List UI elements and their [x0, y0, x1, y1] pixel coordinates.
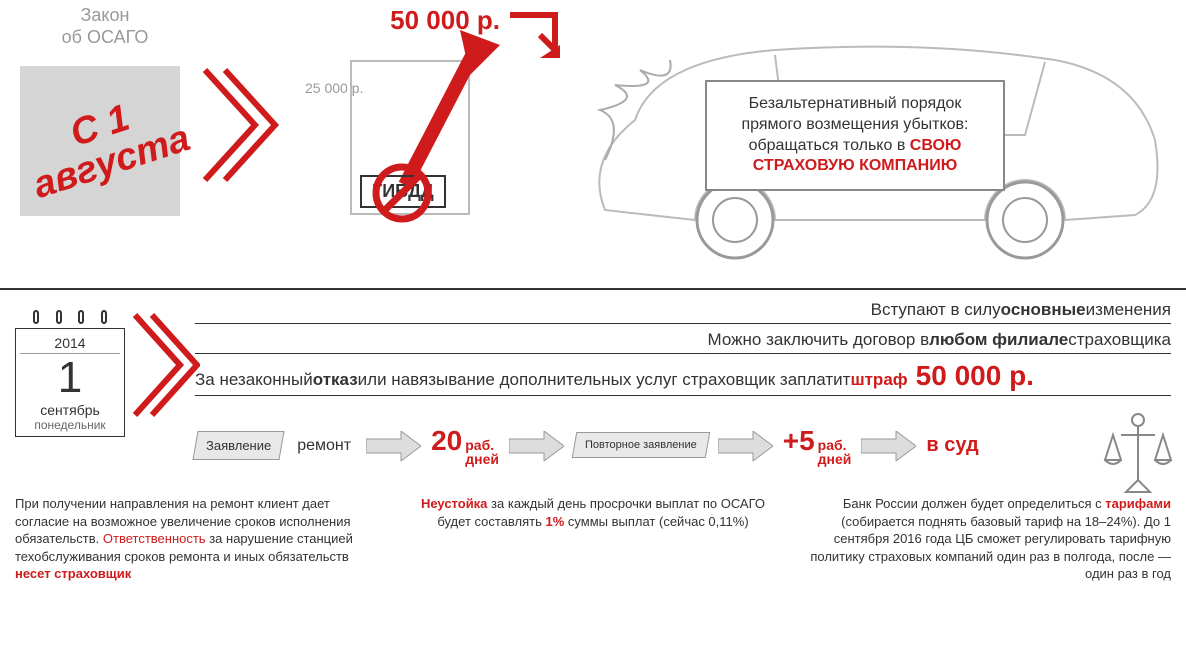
repair-label: ремонт: [292, 437, 356, 455]
bottom-section: 2014 1 сентябрь понедельник Вступают в с…: [0, 290, 1186, 310]
info-lines: Вступают в силу основные изменения Можно…: [195, 300, 1171, 402]
calendar-rings: [15, 310, 125, 328]
justice-icon: [1101, 410, 1176, 495]
days-20: 20 раб. дней: [431, 425, 499, 466]
l1-b: основные: [1001, 300, 1086, 320]
t2-c: 1%: [546, 514, 565, 529]
line-3: За незаконный отказ или навязывание допо…: [195, 360, 1171, 396]
l3-b: отказ: [313, 370, 358, 390]
line-2: Можно заключить договор в любом филиале …: [195, 330, 1171, 354]
days-rab: раб.: [465, 438, 499, 452]
btext-3: Банк России должен будет определиться с …: [806, 495, 1171, 583]
l1-a: Вступают в силу: [871, 300, 1001, 320]
btext-1: При получении направления на ремонт клие…: [15, 495, 380, 583]
l3-e: 50 000 р.: [916, 360, 1034, 392]
chevron-3: [130, 310, 200, 420]
to-court: в суд: [926, 434, 978, 457]
law-title: Закон об ОСАГО: [10, 5, 200, 48]
l2-a: Можно заключить договор в: [708, 330, 930, 350]
l3-c: или навязывание дополнительных услуг стр…: [358, 370, 851, 390]
calendar-weekday: понедельник: [20, 418, 120, 432]
flow-arrow-1: [366, 431, 421, 461]
t1-d: несет страховщик: [15, 566, 131, 581]
law-line1: Закон: [81, 5, 130, 25]
top-section: Закон об ОСАГО С 1 августа 50 000 р. 25 …: [0, 0, 1186, 290]
ring: [78, 310, 84, 324]
pad-application: Заявление: [192, 431, 284, 460]
bottom-texts: При получении направления на ремонт клие…: [15, 495, 1171, 583]
days-5: +5 раб. дней: [783, 425, 852, 466]
t2-d: суммы выплат (сейчас 0,11%): [568, 514, 749, 529]
pad1-text: Заявление: [206, 438, 271, 453]
btext-2: Неустойка за каждый день просрочки выпла…: [410, 495, 775, 583]
calendar: 2014 1 сентябрь понедельник: [15, 310, 125, 437]
pad2-text: Повторное заявление: [585, 439, 697, 451]
info-box: Безальтернативный порядок прямого возмещ…: [705, 80, 1005, 191]
days-dney2: дней: [818, 452, 852, 466]
amount-block: 50 000 р. 25 000 р. ГИБДД: [300, 5, 500, 36]
ring: [101, 310, 107, 324]
days5-n: +5: [783, 425, 815, 457]
pad-repeat: Повторное заявление: [572, 432, 710, 458]
t1-b: Ответственность: [103, 531, 206, 546]
law-line2: об ОСАГО: [62, 27, 149, 47]
amount-25k: 25 000 р.: [305, 80, 363, 96]
l3-d: штраф: [850, 370, 907, 390]
flow-row: Заявление ремонт 20 раб. дней Повторное …: [195, 425, 1171, 466]
t3-c: (собирается поднять базовый тариф на 18–…: [810, 514, 1171, 582]
calendar-month: сентябрь: [20, 402, 120, 418]
l2-b: любом филиале: [929, 330, 1068, 350]
t3-b: тарифами: [1105, 496, 1171, 511]
prohibition-icon: [372, 163, 432, 223]
chevron-1: [200, 65, 280, 185]
calendar-year: 2014: [20, 333, 120, 354]
l1-c: изменения: [1086, 300, 1171, 320]
law-block: Закон об ОСАГО С 1 августа: [10, 5, 200, 226]
line-1: Вступают в силу основные изменения: [195, 300, 1171, 324]
days-dney: дней: [465, 452, 499, 466]
ring: [33, 310, 39, 324]
calendar-day: 1: [20, 354, 120, 402]
t3-a: Банк России должен будет определиться с: [843, 496, 1105, 511]
ring: [56, 310, 62, 324]
flow-arrow-3: [718, 431, 773, 461]
days-rab2: раб.: [818, 438, 852, 452]
t2-a: Неустойка: [421, 496, 487, 511]
law-books: С 1 августа: [10, 56, 200, 226]
l3-a: За незаконный: [195, 370, 313, 390]
flow-arrow-4: [861, 431, 916, 461]
days20-n: 20: [431, 425, 462, 457]
calendar-body: 2014 1 сентябрь понедельник: [15, 328, 125, 437]
flow-arrow-2: [509, 431, 564, 461]
car-block: Безальтернативный порядок прямого возмещ…: [555, 0, 1175, 270]
l2-c: страховщика: [1068, 330, 1171, 350]
